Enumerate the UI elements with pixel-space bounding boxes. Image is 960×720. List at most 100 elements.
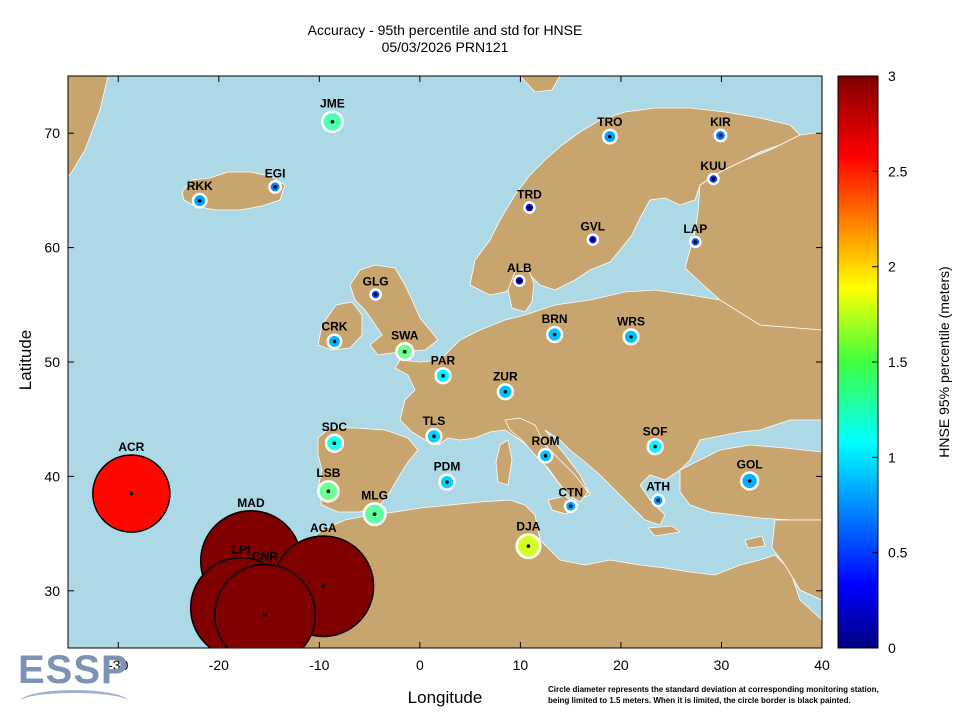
station-label-rom: ROM (532, 434, 560, 448)
station-label-jme: JME (320, 97, 345, 111)
station-dot-swa (402, 349, 407, 354)
land-greenland (68, 76, 109, 176)
station-label-kir: KIR (710, 115, 731, 129)
colorbar-tick-label-2: 1 (888, 449, 896, 465)
essp-logo: ESSP (18, 648, 129, 692)
x-tick-label-1: -20 (209, 657, 229, 673)
x-axis-label: Longitude (408, 688, 483, 707)
station-label-zur: ZUR (493, 369, 518, 383)
station-dot-crk (332, 339, 337, 344)
station-dot-jme (330, 119, 335, 124)
colorbar-tick-label-1: 0.5 (888, 545, 908, 561)
station-label-mlg: MLG (361, 488, 388, 502)
x-tick-label-2: -10 (309, 657, 329, 673)
station-label-glg: GLG (363, 274, 389, 288)
station-dot-mlg (372, 512, 377, 516)
station-dot-egi (273, 185, 277, 189)
station-label-aga: AGA (310, 521, 337, 535)
chart-subtitle: 05/03/2026 PRN121 (381, 39, 509, 55)
station-label-par: PAR (431, 353, 456, 367)
station-label-lpi: LPI (232, 543, 251, 557)
land-great-britain (349, 264, 439, 356)
footnote-line-1: Circle diameter represents the standard … (548, 685, 879, 694)
station-dot-lsb (326, 489, 331, 494)
x-axis: -30 -20 -10 0 10 20 30 40 (108, 76, 830, 673)
station-dot-pdm (445, 480, 449, 484)
station-label-sdc: SDC (322, 420, 348, 434)
station-dot-gol (747, 479, 752, 483)
y-tick-label-3: 60 (44, 240, 60, 256)
station-dot-ath (656, 498, 660, 503)
station-label-ath: ATH (646, 480, 670, 494)
colorbar-tick-label-0: 0 (888, 640, 896, 656)
station-dot-trd (527, 205, 532, 210)
stations-layer (92, 110, 760, 648)
land-sardinia (495, 439, 513, 486)
colorbar-ticks: 0 0.5 1 1.5 2 2.5 3 (872, 68, 908, 656)
land-crete (647, 525, 681, 537)
station-dot-rkk (197, 198, 202, 203)
y-axis: 30 40 50 60 70 (44, 125, 822, 599)
station-label-mad: MAD (237, 496, 265, 510)
y-tick-label-4: 70 (44, 125, 60, 141)
x-tick-label-5: 20 (613, 657, 629, 673)
colorbar-tick-label-5: 2.5 (888, 163, 908, 179)
x-tick-label-4: 10 (513, 657, 529, 673)
x-tick-label-3: 0 (416, 657, 424, 673)
y-tick-label-2: 50 (44, 354, 60, 370)
essp-logo-swoosh (20, 690, 128, 713)
station-label-sof: SOF (643, 424, 668, 438)
station-label-trd: TRD (517, 188, 542, 202)
station-dot-aga (321, 584, 326, 589)
x-tick-label-6: 30 (714, 657, 730, 673)
station-dot-sof (653, 444, 657, 449)
station-marker-cnr (214, 563, 317, 648)
station-label-pdm: PDM (434, 460, 461, 474)
station-dot-dja (526, 544, 531, 548)
station-dot-cnr (263, 613, 267, 617)
station-label-tls: TLS (423, 414, 446, 428)
footnote-line-2: being limited to 1.5 meters. When it is … (548, 696, 851, 705)
station-label-wrs: WRS (617, 314, 645, 328)
station-label-ctn: CTN (558, 485, 583, 499)
station-label-rkk: RKK (187, 179, 213, 193)
station-dot-sdc (332, 441, 337, 446)
y-tick-label-1: 40 (44, 468, 60, 484)
station-label-egi: EGI (265, 166, 286, 180)
station-label-tro: TRO (597, 115, 622, 129)
colorbar-label: HNSE 95% percentile (meters) (936, 266, 952, 457)
y-tick-label-0: 30 (44, 583, 60, 599)
footnote: Circle diameter represents the standard … (548, 684, 958, 706)
land-cyprus (744, 535, 766, 549)
station-label-cnr: CNR (252, 550, 278, 564)
land-north-africa (229, 499, 822, 648)
x-tick-label-7: 40 (814, 657, 830, 673)
x-tick-label-0: -30 (108, 657, 128, 673)
station-dot-alb (517, 278, 522, 283)
station-dot-glg (373, 292, 378, 297)
station-label-crk: CRK (321, 320, 347, 334)
land-svalbard (519, 76, 561, 93)
colorbar-tick-label-4: 2 (888, 259, 896, 275)
station-dot-ctn (568, 504, 573, 508)
station-dot-kir (718, 133, 723, 138)
station-dot-rom (543, 454, 548, 458)
station-label-alb: ALB (507, 261, 532, 275)
station-dot-tro (608, 134, 612, 139)
chart-title: Accuracy - 95th percentile and std for H… (307, 22, 583, 38)
land-iberia (317, 427, 419, 513)
station-dot-par (441, 373, 445, 378)
land-levant (771, 519, 822, 601)
colorbar-tick-label-6: 3 (888, 68, 896, 84)
station-label-kuu: KUU (700, 159, 726, 173)
colorbar-tick-label-3: 1.5 (888, 354, 908, 370)
station-dot-lap (693, 240, 698, 244)
station-label-gvl: GVL (580, 220, 605, 234)
station-dot-zur (503, 389, 508, 394)
station-dot-kuu (711, 177, 716, 181)
y-axis-label: Latitude (16, 330, 35, 391)
station-label-lsb: LSB (316, 466, 340, 480)
station-dot-brn (552, 332, 557, 337)
station-label-dja: DJA (516, 519, 540, 533)
